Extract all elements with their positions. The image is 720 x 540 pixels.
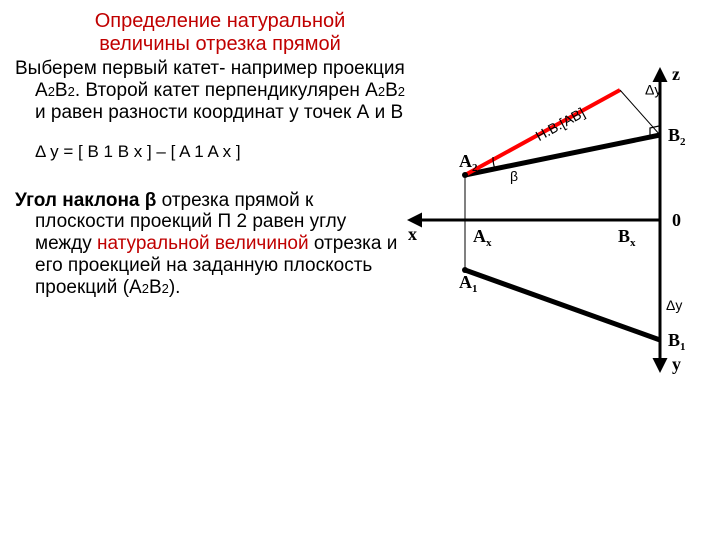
p2-a: Угол наклона β [15,190,156,211]
point [462,172,468,178]
dy-bottom: Δy [666,297,682,313]
p1-b: В [55,80,68,101]
b1-label: B1 [668,330,686,353]
dy-top: Δy [645,82,661,98]
title-line-1: Определение натуральной [95,10,346,32]
p1-c: . Второй катет перпендикулярен А [75,80,378,101]
p1-e: и равен разности координат y точек А и В [35,102,403,123]
formula: Δ y = [ B 1 B x ] – [ A 1 A x ] [35,142,405,162]
zero-label: 0 [672,210,681,230]
z-label: z [672,64,680,84]
beta-label: β [510,168,518,184]
p2-c: натуральной величиной [97,233,309,254]
title-line-2: величины отрезка прямой [99,33,341,55]
y-label: y [672,354,681,374]
title: Определение натуральной величины отрезка… [15,10,405,56]
a2b2-line [465,135,660,175]
p2-f: В [149,277,162,298]
p1-s2: 2 [68,84,75,99]
p2-g: 2 [162,281,169,296]
ax-label: Ax [473,226,492,249]
p1-s3: 2 [378,84,385,99]
x-label: x [408,224,417,244]
b2-label: B2 [668,125,686,148]
p1-s1: 2 [48,84,55,99]
nv-label: Н.В.[AB] [533,104,588,144]
paragraph-2: Угол наклона β отрезка прямой к плоскост… [15,190,405,299]
p2-h: ). [169,277,181,298]
a2-label: A2 [459,151,478,174]
p2-e: 2 [142,281,149,296]
a1b1-line [465,270,660,340]
projection-diagram: zxy0A2B2A1B1AxBxΔyΔyβН.В.[AB] [400,60,700,390]
p1-d: В [385,80,398,101]
bx-label: Bx [618,226,636,249]
paragraph-1: Выберем первый катет- например проекция … [15,58,405,124]
